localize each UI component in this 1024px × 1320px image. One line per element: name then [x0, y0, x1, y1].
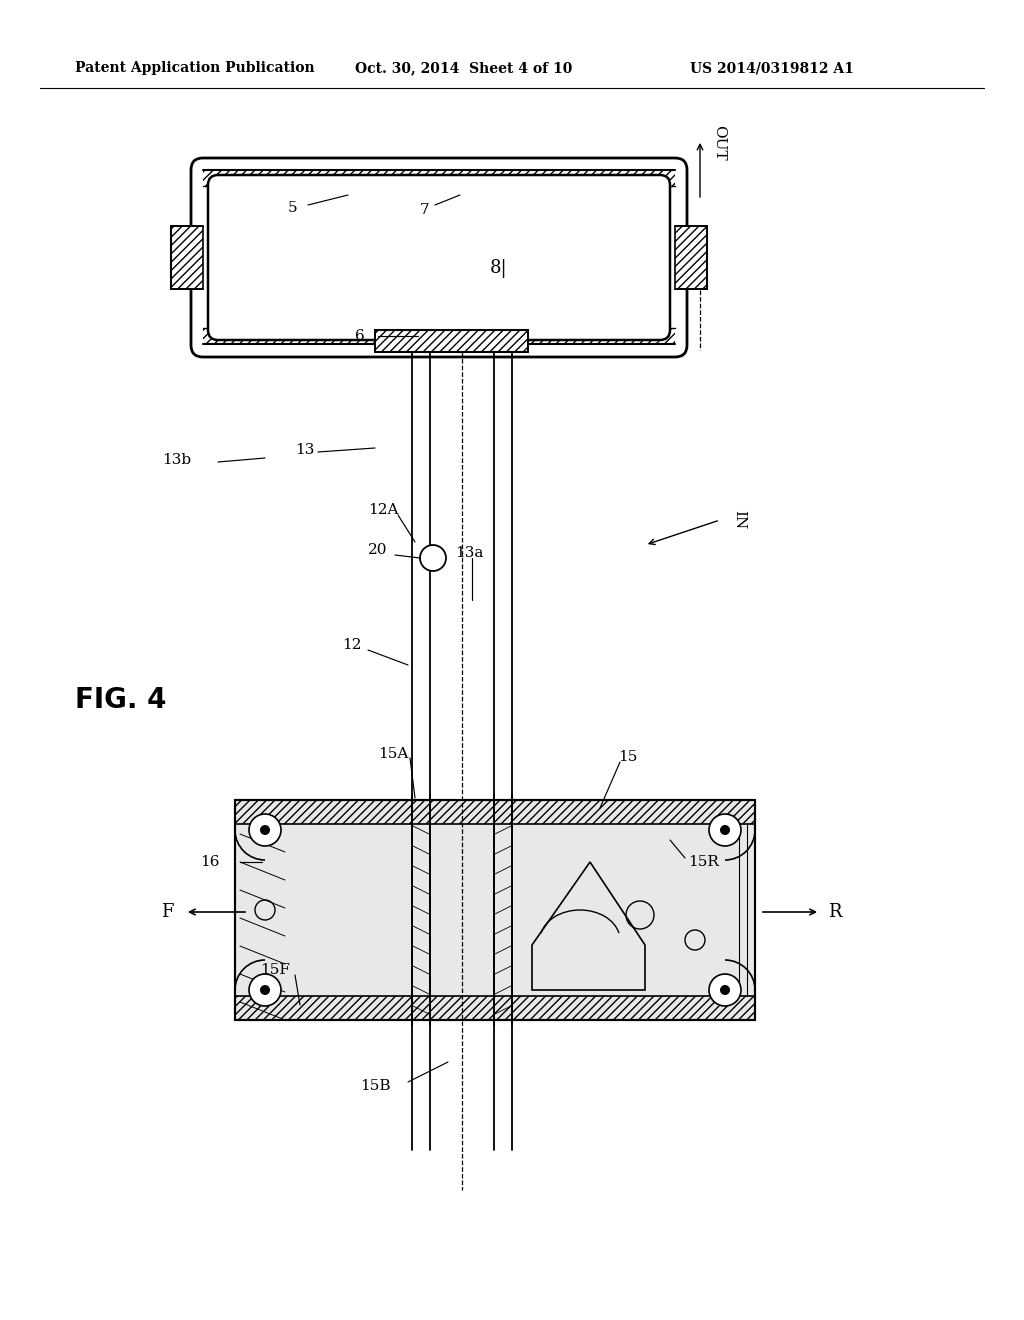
Text: 12: 12 [342, 638, 361, 652]
Text: 6: 6 [355, 329, 365, 343]
Text: OUT: OUT [712, 125, 726, 161]
Text: 12A: 12A [368, 503, 398, 517]
Circle shape [249, 814, 281, 846]
Text: 8|: 8| [490, 259, 508, 277]
Text: 15A: 15A [378, 747, 409, 762]
Text: Patent Application Publication: Patent Application Publication [75, 61, 314, 75]
Text: 13: 13 [295, 444, 314, 457]
FancyBboxPatch shape [208, 176, 670, 341]
Text: 15B: 15B [360, 1078, 390, 1093]
Bar [234, 800, 755, 1020]
Text: US 2014/0319812 A1: US 2014/0319812 A1 [690, 61, 854, 75]
Text: 13b: 13b [162, 453, 191, 467]
Bar [234, 997, 755, 1020]
Bar [675, 226, 707, 289]
Circle shape [260, 985, 270, 995]
Text: Oct. 30, 2014  Sheet 4 of 10: Oct. 30, 2014 Sheet 4 of 10 [355, 61, 572, 75]
Bar [375, 330, 528, 352]
Circle shape [709, 814, 741, 846]
Text: FIG. 4: FIG. 4 [75, 686, 167, 714]
Text: 16: 16 [200, 855, 219, 869]
Bar [171, 226, 203, 289]
Circle shape [709, 974, 741, 1006]
Text: 15F: 15F [260, 964, 290, 977]
Bar [203, 327, 675, 345]
Circle shape [720, 825, 730, 836]
Circle shape [720, 985, 730, 995]
Text: 13a: 13a [455, 546, 483, 560]
FancyBboxPatch shape [191, 158, 687, 356]
Text: 15R: 15R [688, 855, 719, 869]
Text: R: R [828, 903, 842, 921]
Circle shape [249, 974, 281, 1006]
Text: IN: IN [732, 510, 746, 529]
Text: 15: 15 [618, 750, 637, 764]
Circle shape [260, 825, 270, 836]
Text: 20: 20 [368, 543, 387, 557]
Bar [203, 170, 675, 186]
Bar [234, 800, 755, 824]
Text: F: F [162, 903, 174, 921]
Circle shape [420, 545, 446, 572]
Text: 7: 7 [420, 203, 430, 216]
Text: 5: 5 [288, 201, 298, 215]
